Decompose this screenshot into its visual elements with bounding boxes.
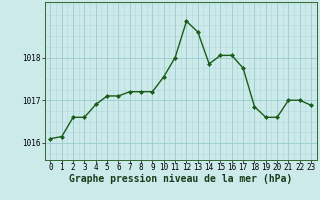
X-axis label: Graphe pression niveau de la mer (hPa): Graphe pression niveau de la mer (hPa) (69, 174, 292, 184)
